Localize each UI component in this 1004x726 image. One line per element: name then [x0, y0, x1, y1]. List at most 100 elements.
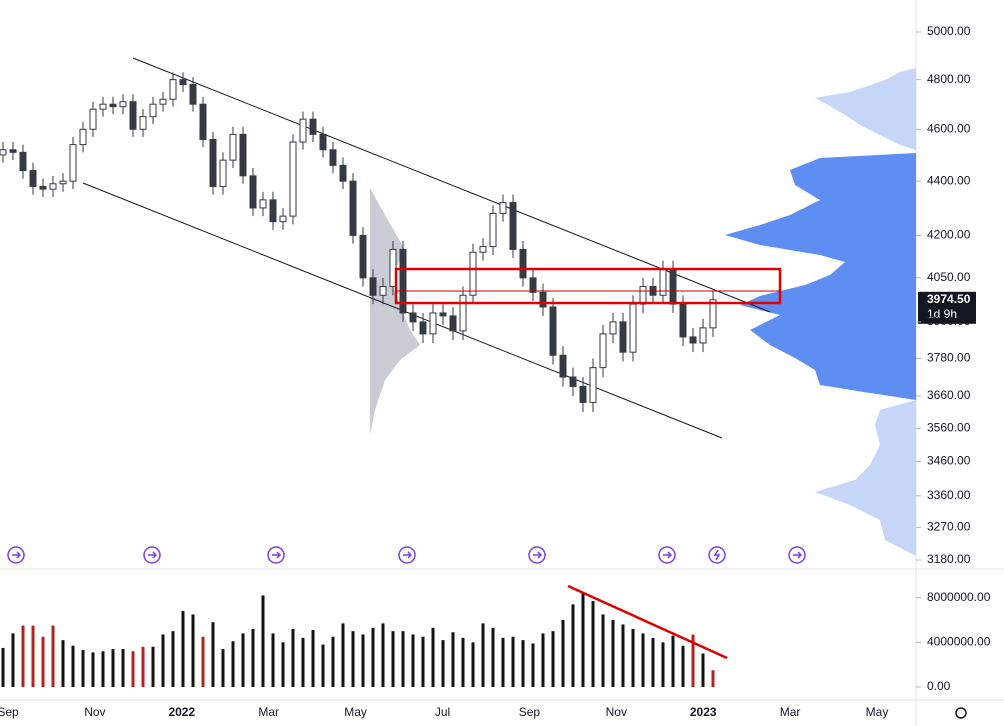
- candle-body: [569, 376, 577, 387]
- candle-body: [549, 306, 557, 356]
- candle-body: [599, 333, 607, 369]
- volume-bar: [691, 634, 695, 687]
- event-icons: [7, 546, 806, 564]
- x-tick-label: 2023: [690, 705, 717, 719]
- candle-body: [269, 199, 277, 223]
- candle-body: [309, 118, 317, 135]
- volume-bar: [1, 647, 5, 687]
- x-tick-label: Mar: [780, 705, 801, 719]
- candle-body: [169, 79, 177, 100]
- candle-body: [69, 144, 77, 182]
- volume-bar: [401, 631, 405, 687]
- x-tick-label: Mar: [258, 705, 279, 719]
- candle-body: [299, 118, 307, 143]
- volume-bar: [661, 642, 665, 687]
- candle-body: [339, 164, 347, 182]
- candle-body: [709, 299, 717, 329]
- candle-body: [589, 367, 597, 403]
- volume-bar: [561, 620, 565, 687]
- volume-bar: [361, 634, 365, 687]
- volume-bar: [351, 631, 355, 687]
- volume-bar: [341, 623, 345, 687]
- volume-bar: [51, 625, 55, 687]
- candle-body: [529, 277, 537, 293]
- candle-body: [679, 303, 687, 338]
- candle-body: [539, 291, 547, 308]
- y-tick-label: 3780.00: [927, 351, 971, 365]
- candle-body: [19, 151, 27, 172]
- volume-bar: [411, 634, 415, 687]
- volume-bar: [701, 653, 705, 687]
- y-tick-label: 4600.00: [927, 121, 971, 135]
- last-price-label: 3974.50: [927, 292, 971, 306]
- candle-body: [689, 336, 697, 344]
- x-tick-label: Nov: [606, 705, 627, 719]
- volume-bar: [241, 633, 245, 687]
- candle-body: [159, 98, 167, 105]
- candle-body: [359, 234, 367, 279]
- volume-profile-lower: [815, 400, 916, 556]
- y-tick-label: 3460.00: [927, 454, 971, 468]
- candle-body: [419, 321, 427, 335]
- volume-profile-left: [370, 188, 420, 435]
- y-tick-label: 4800.00: [927, 72, 971, 86]
- volume-bar: [431, 627, 435, 687]
- volume-bar: [681, 645, 685, 687]
- candle-body: [249, 175, 257, 209]
- candle-body: [429, 312, 437, 335]
- volume-bar: [591, 601, 595, 687]
- volume-bar: [451, 632, 455, 687]
- volume-bar: [41, 636, 45, 687]
- candle-body: [669, 268, 677, 305]
- volume-bar: [111, 649, 115, 687]
- candle-body: [479, 246, 487, 253]
- volume-bar: [161, 634, 165, 687]
- candle-body: [139, 116, 147, 130]
- volume-y-tick-label: 0.00: [927, 679, 951, 693]
- volume-bar: [541, 633, 545, 687]
- y-tick-label: 3900.00: [927, 314, 971, 328]
- volume-bar: [531, 643, 535, 687]
- volume-bar: [81, 650, 85, 687]
- volume-bar: [371, 627, 375, 687]
- volume-bar: [511, 636, 515, 687]
- volume-y-tick-label: 4000000.00: [927, 635, 991, 649]
- candle-body: [519, 248, 527, 279]
- x-tick-label: Sep: [0, 705, 19, 719]
- volume-bar: [641, 633, 645, 687]
- candle-body: [319, 133, 327, 151]
- y-tick-label: 3660.00: [927, 388, 971, 402]
- candle-body: [579, 385, 587, 403]
- y-tick-label: 5000.00: [927, 24, 971, 38]
- y-tick-label: 4200.00: [927, 228, 971, 242]
- candle-body: [39, 185, 47, 190]
- volume-bar: [631, 628, 635, 687]
- volume-bar: [231, 641, 235, 687]
- x-tick-label: Jul: [435, 705, 450, 719]
- volume-bar: [21, 625, 25, 687]
- volume-bar: [571, 604, 575, 687]
- volume-bar: [481, 623, 485, 687]
- y-tick-label: 4400.00: [927, 173, 971, 187]
- settings-icon[interactable]: [955, 707, 967, 719]
- volume-bar: [281, 642, 285, 687]
- volume-bar: [441, 640, 445, 687]
- candle-body: [179, 79, 187, 85]
- volume-y-tick-label: 8000000.00: [927, 590, 991, 604]
- candle-body: [379, 286, 387, 296]
- candle-body: [499, 202, 507, 214]
- volume-bar: [121, 649, 125, 687]
- y-tick-label: 3180.00: [927, 552, 971, 566]
- candle-body: [639, 286, 647, 305]
- candle-body: [209, 138, 217, 187]
- volume-bar: [131, 651, 135, 687]
- volume-bar: [381, 623, 385, 687]
- candle-body: [369, 277, 377, 296]
- x-tick-label: Sep: [519, 705, 541, 719]
- candle-body: [439, 312, 447, 317]
- volume-bar: [421, 636, 425, 687]
- volume-bar: [651, 637, 655, 687]
- volume-bar: [251, 628, 255, 687]
- candle-body: [109, 103, 117, 108]
- volume-bar: [61, 640, 65, 687]
